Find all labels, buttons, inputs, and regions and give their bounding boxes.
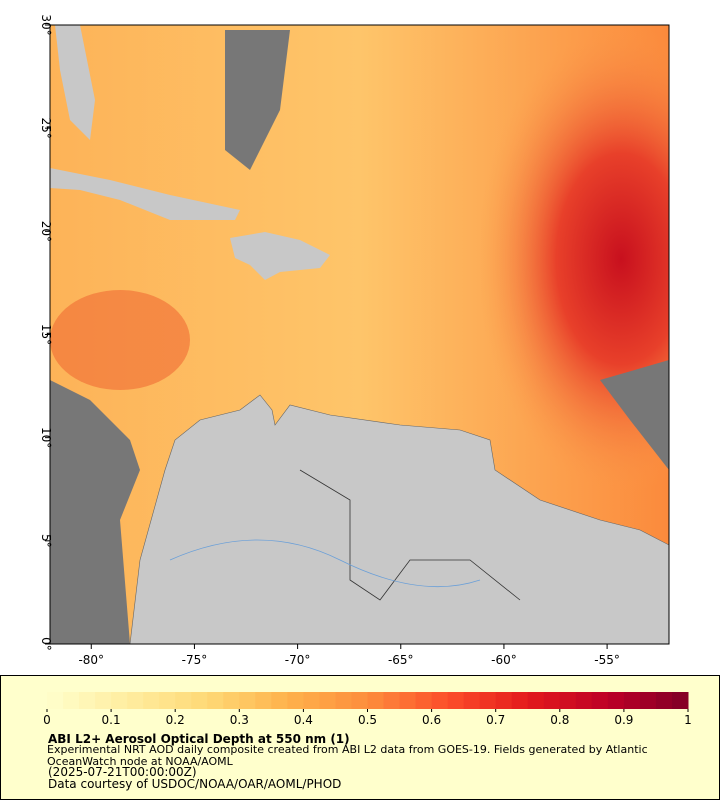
timestamp: (2025-07-21T00:00:00Z) [48,765,197,779]
colorbar-swatch [431,692,449,709]
colorbar-swatch [591,692,609,709]
colorbar-tick-label: 0.9 [614,713,633,727]
colorbar-swatch [559,692,577,709]
colorbar-swatch [543,692,561,709]
colorbar-tick-label: 0.6 [422,713,441,727]
colorbar-swatch [383,692,401,709]
colorbar-swatch [191,692,208,709]
colorbar-swatch [575,692,593,709]
x-tick-label: -60° [491,653,517,667]
colorbar-swatch [111,692,128,709]
description: Experimental NRT AOD daily composite cre… [47,744,648,768]
colorbar-swatch [223,692,240,709]
land-florida [55,25,95,140]
no-data [225,30,290,170]
colorbar-tick-label: 0.7 [486,713,505,727]
colorbar-swatch [511,692,529,709]
river [169,539,481,588]
colorbar-swatch [367,692,385,709]
colorbar-swatch [47,692,64,709]
colorbar-swatch [319,692,336,709]
colorbar-swatch [255,692,272,709]
colorbar-tick-label: 0.2 [166,713,185,727]
land-south-america [129,394,670,645]
colorbar-tick-label: 0.5 [358,713,377,727]
colorbar-swatch [143,692,160,709]
colorbar-swatch [399,692,417,709]
aerosol-patch [50,290,190,390]
colorbar-tick-label: 0.4 [294,713,313,727]
y-tick-label: 5° [39,534,53,548]
colorbar-swatch [271,692,288,709]
colorbar-swatch [79,692,96,709]
y-tick-label: 15° [39,324,53,345]
colorbar-swatch [623,692,641,709]
colorbar-swatch [639,692,657,709]
border [299,469,521,601]
y-tick-label: 30° [39,14,53,35]
y-tick-label: 20° [39,221,53,242]
x-tick-label: -65° [388,653,414,667]
land-hispaniola [230,232,330,280]
colorbar-swatch [479,692,497,709]
colorbar-swatch [527,692,545,709]
colorbar-swatch [239,692,256,709]
colorbar-swatch [287,692,304,709]
colorbar-tick-label: 0.1 [102,713,121,727]
land-cuba [50,168,240,220]
credit: Data courtesy of USDOC/NOAA/OAR/AOML/PHO… [48,777,341,791]
colorbar-swatch [207,692,224,709]
description-box: Experimental NRT AOD daily composite cre… [47,744,648,768]
colorbar-swatch [335,692,352,709]
colorbar-swatch [415,692,433,709]
colorbar-swatch [175,692,192,709]
colorbar-tick-label: 0.8 [550,713,569,727]
colorbar-swatch [303,692,320,709]
colorbar-tick-label: 0 [43,713,51,727]
colorbar-swatch [127,692,144,709]
no-data [50,380,140,644]
colorbar-swatch [351,692,368,709]
colorbar-swatch [495,692,513,709]
y-tick-label: 10° [39,427,53,448]
colorbar-swatch [447,692,465,709]
map-area [49,24,670,645]
y-tick-label: 25° [39,118,53,139]
x-tick-label: -70° [285,653,311,667]
colorbar-swatch [95,692,112,709]
colorbar-tick-label: 0.3 [230,713,249,727]
colorbar-swatch [655,692,673,709]
colorbar-swatch [463,692,481,709]
x-tick-label: -75° [182,653,208,667]
no-data [600,360,669,470]
legend-title: ABI L2+ Aerosol Optical Depth at 550 nm … [48,732,350,746]
colorbar-swatch [159,692,176,709]
y-tick-label: 0° [39,637,53,651]
colorbar-swatch [63,692,80,709]
colorbar-swatch [671,692,689,709]
colorbar-swatch [607,692,625,709]
x-tick-label: -80° [78,653,104,667]
colorbar-tick-label: 1 [684,713,692,727]
x-tick-label: -55° [594,653,620,667]
